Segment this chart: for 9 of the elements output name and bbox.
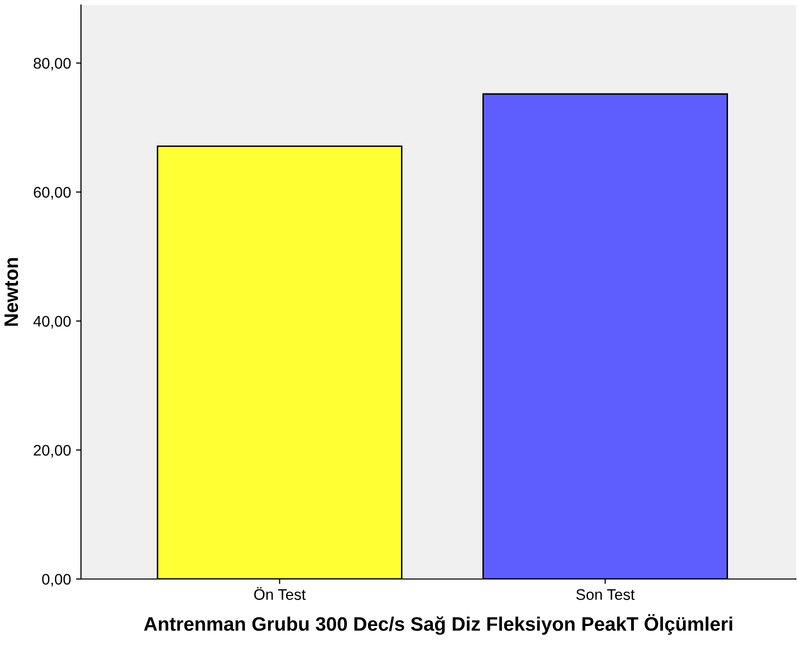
x-tick-label: Ön Test [254, 587, 306, 600]
y-tick-label: 40,00 [33, 316, 71, 329]
x-axis-title: Antrenman Grubu 300 Dec/s Sağ Diz Fleksiyon PeakT Ölçümleri [144, 614, 732, 635]
x-tick-label: Son Test [576, 589, 635, 600]
y-tick-label: 60,00 [34, 186, 71, 200]
y-tick-label: 20,00 [34, 444, 71, 458]
y-axis-title: Newton [4, 258, 18, 326]
y-tick-label: 0,00 [42, 574, 71, 586]
y-tick-label: 80,00 [34, 58, 71, 71]
